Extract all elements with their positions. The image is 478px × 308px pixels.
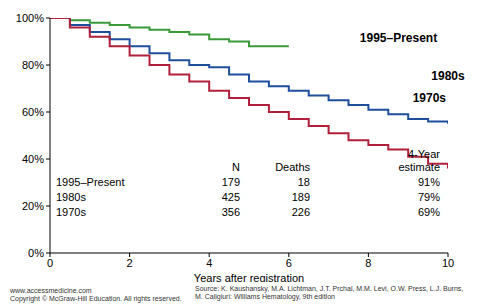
svg-text:6: 6	[286, 257, 292, 269]
html-text:N: N	[232, 161, 240, 173]
svg-text:1970s: 1970s	[413, 91, 447, 105]
html-text:79%: 79%	[418, 191, 440, 203]
html-text:179: 179	[221, 176, 240, 188]
html-text:4-Year: 4-Year	[408, 148, 440, 160]
svg-text:1995–Present: 1995–Present	[360, 31, 437, 45]
html-text:estimate: estimate	[398, 161, 440, 173]
html-text:M. Caligiuri: Williams Hematol: M. Caligiuri: Williams Hematology, 9th e…	[195, 293, 335, 300]
svg-text:0%: 0%	[28, 247, 44, 259]
svg-text:40%: 40%	[22, 153, 44, 165]
svg-text:80%: 80%	[22, 59, 44, 71]
html-text:1980s: 1980s	[56, 191, 86, 203]
html-text:189: 189	[291, 191, 310, 203]
svg-text:2: 2	[127, 257, 133, 269]
svg-text:60%: 60%	[22, 106, 44, 118]
html-text:www.accessmedicine.com: www.accessmedicine.com	[10, 287, 92, 294]
svg-text:20%: 20%	[22, 200, 44, 212]
svg-text:Years after registration: Years after registration	[194, 272, 304, 282]
html-text:1970s: 1970s	[56, 206, 86, 218]
html-text:Deaths: Deaths	[275, 161, 310, 173]
svg-text:8: 8	[365, 257, 371, 269]
html-text:Copyright © McGraw-Hill Educat: Copyright © McGraw-Hill Education. All r…	[10, 295, 182, 302]
svg-text:1980s: 1980s	[431, 69, 465, 83]
html-text:18: 18	[297, 176, 310, 188]
svg-text:100%: 100%	[16, 12, 44, 24]
html-text:356: 356	[221, 206, 240, 218]
svg-text:0: 0	[47, 257, 53, 269]
html-text:425: 425	[221, 191, 240, 203]
html-text:69%: 69%	[418, 206, 440, 218]
svg-text:4: 4	[206, 257, 212, 269]
svg-text:10: 10	[442, 257, 454, 269]
html-text:1995–Present: 1995–Present	[56, 176, 125, 188]
html-text:226: 226	[291, 206, 310, 218]
html-text:Source: K. Kaushansky, M.A. Li: Source: K. Kaushansky, M.A. Lichtman, J.…	[195, 285, 464, 292]
html-text:91%: 91%	[418, 176, 440, 188]
